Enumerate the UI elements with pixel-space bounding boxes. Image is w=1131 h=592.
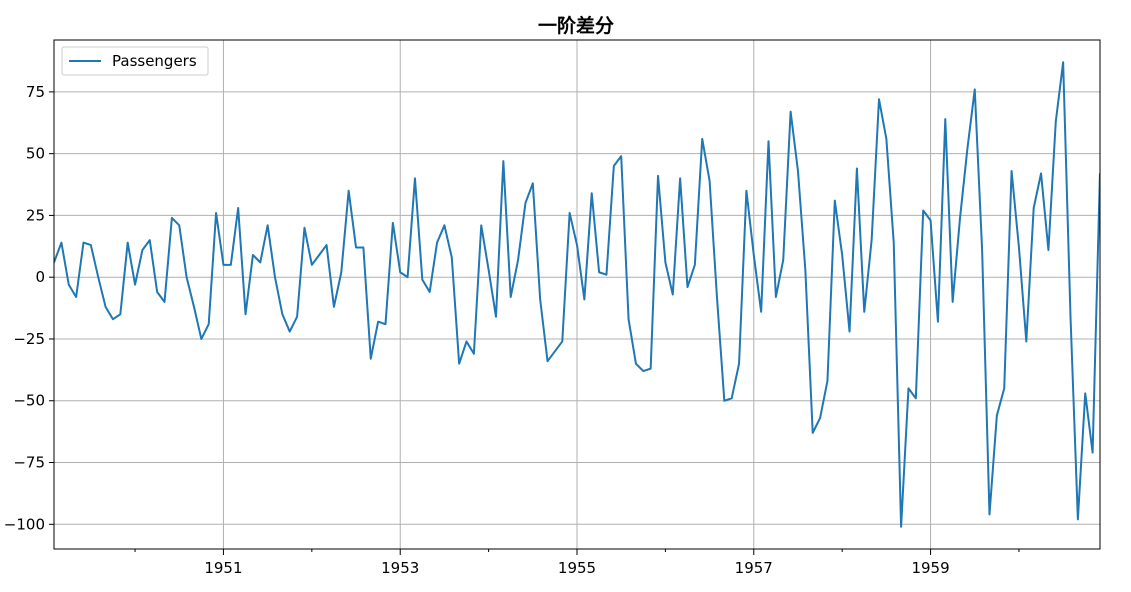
x-tick-label: 1957: [735, 559, 773, 577]
chart-title: 一阶差分: [538, 14, 614, 37]
y-tick-label: 50: [26, 145, 45, 163]
x-tick-label: 1955: [558, 559, 596, 577]
y-tick-label: 0: [35, 268, 45, 286]
series-layer: [54, 61, 1100, 528]
y-tick-label: −100: [4, 515, 45, 533]
x-tick-label: 1959: [911, 559, 949, 577]
y-tick-label: −25: [13, 330, 45, 348]
legend-box: [61, 46, 209, 76]
x-tick-label: 1951: [204, 559, 242, 577]
legend-label-passengers: Passengers: [112, 52, 197, 70]
y-tick-label: 75: [26, 83, 45, 101]
x-tick-label: 1953: [381, 559, 419, 577]
y-tick-label: −75: [13, 454, 45, 472]
legend: Passengers: [61, 46, 209, 76]
y-tick-label: −50: [13, 392, 45, 410]
series-line-passengers: [54, 61, 1100, 528]
y-tick-label: 25: [26, 206, 45, 224]
grid: [54, 40, 1100, 549]
axis-ticks: −100 −75 −50 −25 0 25 50 75 1951 1953 1955 1957 1959: [4, 83, 1020, 577]
